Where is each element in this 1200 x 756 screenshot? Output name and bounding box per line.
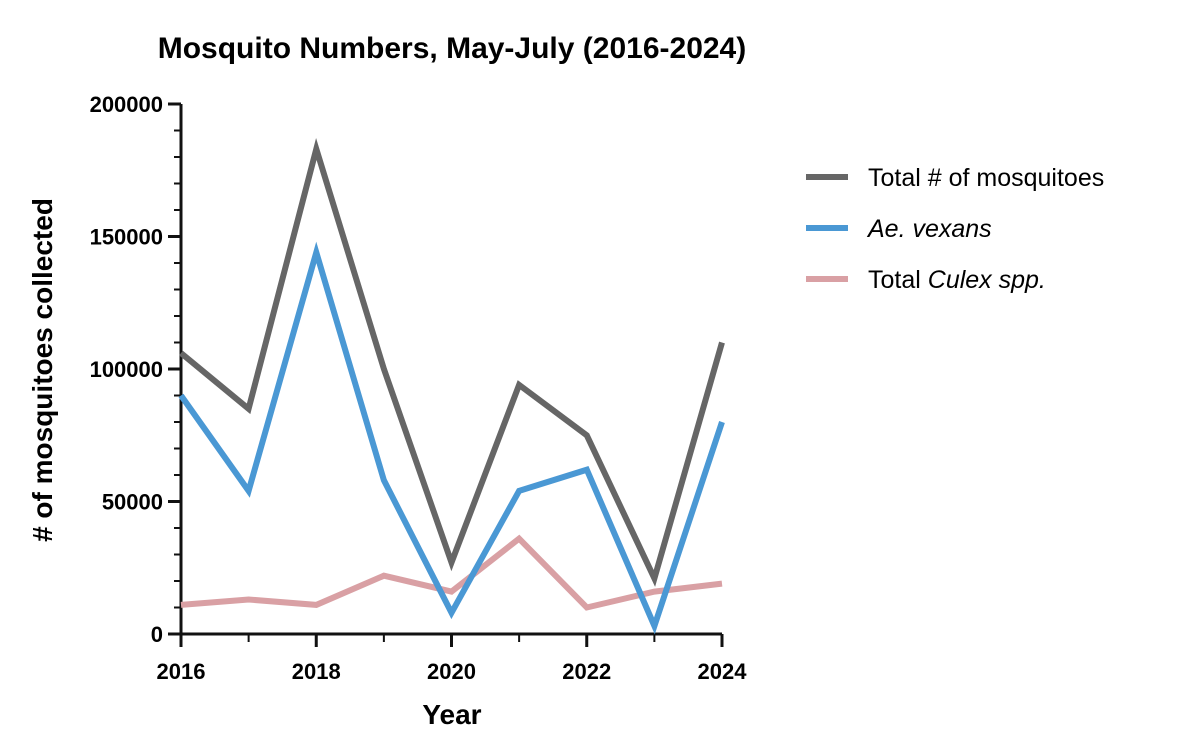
series-line-total-of-mosquitoes [179, 138, 725, 587]
x-axis-label: Year [422, 699, 481, 730]
y-tick-label: 150000 [90, 225, 163, 250]
series-line-ae-vexans [178, 241, 725, 635]
legend: Total # of mosquitoes Ae. vexans Total Cul… [806, 164, 1104, 294]
x-tick-label: 2022 [562, 659, 611, 684]
y-tick-label: 50000 [102, 490, 163, 515]
chart-title: Mosquito Numbers, May-July (2016-2024) [158, 32, 747, 65]
axes: 0 50000 100000 150000 200000 2016 2018 2020 2022… [90, 92, 748, 684]
x-tick-label: 2016 [157, 659, 206, 684]
series-line-total-culex-spp [180, 534, 723, 611]
y-tick-label: 200000 [90, 92, 163, 117]
x-tick-label: 2020 [427, 659, 476, 684]
legend-label-total-of-mosquitoes: Total # of mosquitoes [868, 164, 1104, 192]
legend-label-ae-vexans: Ae. vexans [866, 215, 992, 243]
y-axis-label: # of mosquitoes collected [27, 198, 58, 542]
y-tick-label: 100000 [90, 357, 163, 382]
series-layer [178, 138, 725, 635]
legend-label-total-culex-spp: Total Culex spp. [868, 266, 1046, 294]
x-tick-label: 2024 [698, 659, 748, 684]
x-tick-label: 2018 [292, 659, 341, 684]
y-tick-label: 0 [151, 622, 163, 647]
